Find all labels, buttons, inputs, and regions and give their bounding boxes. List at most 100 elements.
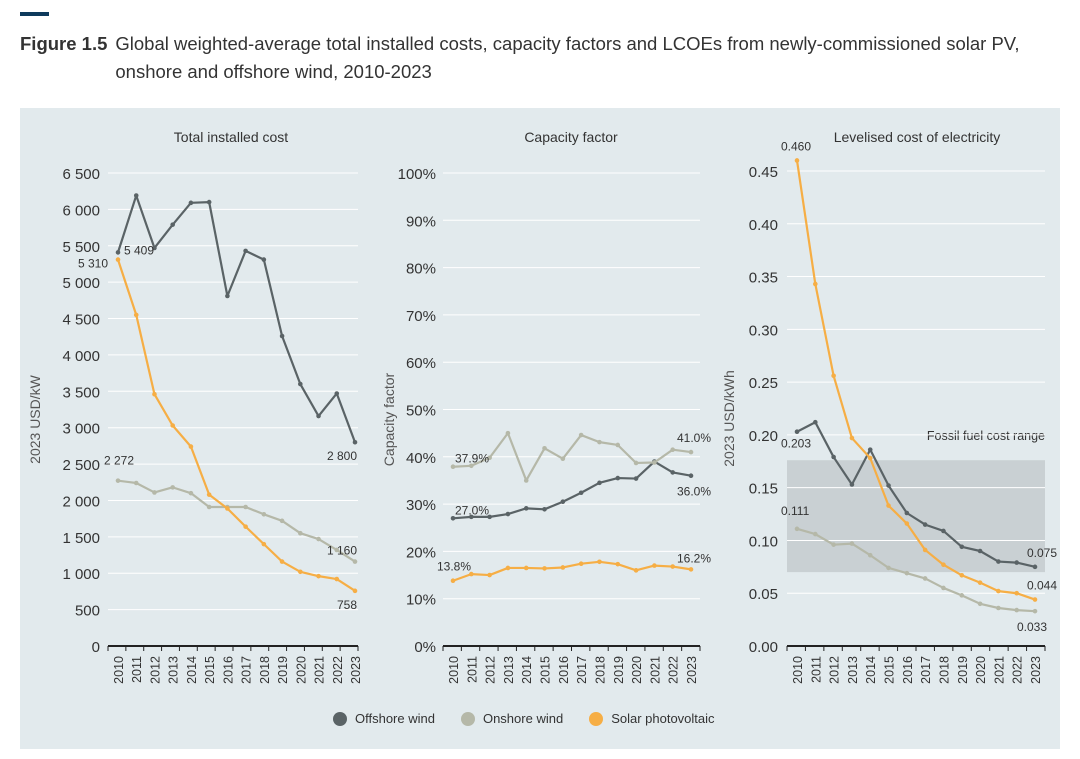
data-point-onshore — [922, 576, 928, 581]
data-label: 37.9% — [455, 452, 489, 466]
data-point-solar — [867, 455, 873, 461]
data-point-solar — [560, 565, 566, 570]
data-point-solar — [450, 578, 456, 584]
data-point-solar — [352, 588, 358, 594]
data-label: 0.203 — [781, 437, 811, 451]
y-tick-label: 80% — [406, 261, 436, 278]
legend-swatch-onshore — [460, 711, 475, 726]
data-point-solar — [615, 561, 621, 567]
y-tick-label: 30% — [406, 497, 436, 514]
data-point-offshore — [849, 482, 855, 487]
data-point-onshore — [133, 480, 139, 486]
x-tick-label: 2018 — [937, 656, 951, 684]
data-point-solar — [652, 563, 657, 568]
y-tick-label: 4 000 — [62, 348, 100, 365]
x-tick-label: 2013 — [846, 656, 860, 684]
x-tick-label: 2018 — [593, 656, 607, 684]
data-point-offshore — [450, 515, 456, 521]
data-point-onshore — [849, 541, 855, 546]
data-point-onshore — [523, 478, 529, 483]
data-point-onshore — [633, 460, 639, 466]
data-point-offshore — [542, 507, 547, 512]
data-point-solar — [1032, 597, 1038, 602]
series-line-onshore — [117, 479, 356, 563]
y-tick-label: 20% — [406, 544, 436, 561]
data-label: 16.2% — [677, 551, 711, 565]
data-point-onshore — [243, 504, 248, 510]
data-point-solar — [316, 573, 321, 579]
x-tick-label: 2022 — [667, 656, 681, 684]
data-point-solar — [206, 492, 212, 497]
y-tick-label: 0.10 — [749, 533, 778, 550]
data-point-onshore — [542, 445, 547, 451]
data-label: 5 409 — [124, 243, 154, 257]
y-tick-label: 70% — [406, 308, 436, 325]
data-point-onshore — [298, 530, 303, 536]
fossil-fuel-band — [787, 460, 1045, 573]
y-tick-label: 6 500 — [62, 166, 100, 183]
data-point-offshore — [922, 522, 928, 527]
data-point-solar — [243, 524, 248, 529]
data-point-onshore — [867, 552, 873, 558]
data-point-onshore — [794, 526, 800, 532]
y-tick-label: 6 000 — [62, 202, 100, 219]
series-line-solar — [452, 560, 692, 582]
figure-title: Global weighted-average total installed … — [115, 33, 1020, 82]
data-point-onshore — [670, 447, 675, 453]
data-point-solar — [813, 281, 818, 287]
x-tick-label: 2012 — [148, 656, 162, 684]
data-point-offshore — [243, 248, 248, 254]
chart-title: Total installed cost — [174, 129, 289, 145]
data-label: 5 310 — [78, 257, 108, 271]
x-tick-label: 2015 — [539, 656, 553, 684]
data-point-solar — [279, 559, 285, 564]
y-tick-label: 1 000 — [62, 566, 100, 583]
x-tick-label: 2019 — [276, 656, 290, 684]
x-tick-label: 2010 — [112, 656, 126, 684]
x-tick-label: 2016 — [557, 656, 571, 684]
y-tick-label: 500 — [75, 603, 100, 620]
x-tick-label: 2021 — [992, 656, 1006, 684]
data-point-onshore — [1014, 607, 1019, 613]
data-point-offshore — [1014, 560, 1019, 565]
data-point-offshore — [560, 499, 566, 505]
x-tick-label: 2017 — [575, 656, 589, 684]
data-point-offshore — [633, 476, 639, 481]
y-tick-label: 0.20 — [749, 428, 778, 445]
y-tick-label: 0.30 — [749, 322, 778, 339]
data-point-solar — [133, 312, 139, 318]
data-point-onshore — [334, 547, 340, 553]
x-tick-label: 2022 — [1011, 656, 1025, 684]
x-tick-label: 2020 — [630, 656, 644, 684]
data-label: 27.0% — [455, 503, 489, 517]
data-point-onshore — [352, 559, 358, 564]
y-tick-label: 2 000 — [62, 493, 100, 510]
figure-label: Figure 1.5 — [20, 33, 108, 54]
y-axis-label: 2023 USD/kW — [27, 374, 43, 463]
data-point-offshore — [597, 480, 602, 486]
data-label: 1 160 — [327, 544, 357, 558]
x-tick-label: 2019 — [956, 656, 970, 684]
legend-swatch-offshore — [333, 711, 347, 726]
legend: Offshore wind Onshore wind Solar photovo… — [333, 711, 715, 726]
x-tick-label: 2010 — [791, 656, 805, 684]
data-point-offshore — [152, 245, 157, 251]
data-point-onshore — [977, 601, 983, 607]
data-point-offshore — [469, 514, 474, 520]
y-tick-label: 0.35 — [749, 270, 778, 287]
x-tick-label: 2022 — [331, 656, 345, 684]
data-point-solar — [487, 572, 492, 578]
data-point-solar — [886, 503, 891, 508]
data-point-solar — [977, 580, 983, 585]
data-point-onshore — [206, 504, 212, 510]
data-point-solar — [188, 444, 194, 449]
y-tick-label: 90% — [406, 213, 436, 230]
y-tick-label: 2 500 — [62, 457, 100, 474]
x-tick-label: 2013 — [167, 656, 181, 684]
data-point-onshore — [831, 542, 836, 547]
y-tick-label: 60% — [406, 355, 436, 372]
series-line-solar — [795, 160, 1036, 601]
data-point-solar — [922, 547, 928, 553]
x-tick-label: 2021 — [313, 656, 327, 684]
data-point-solar — [261, 541, 267, 547]
